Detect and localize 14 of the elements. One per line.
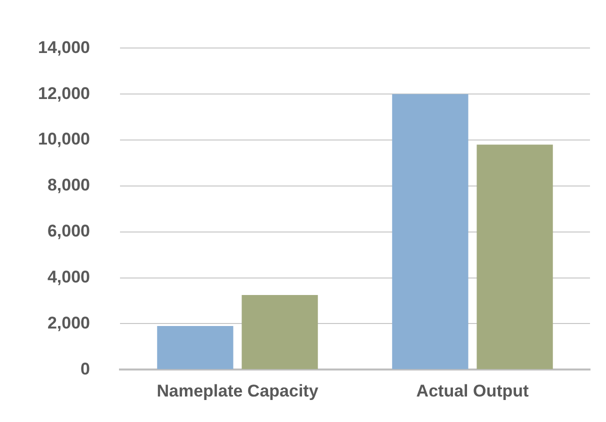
bar	[476, 144, 553, 370]
y-tick-label: 8,000	[47, 176, 90, 195]
y-tick-label: 2,000	[47, 313, 90, 332]
bar	[157, 326, 234, 370]
y-tick-label: 10,000	[38, 130, 90, 149]
bar	[392, 94, 468, 370]
x-tick-label: Actual Output	[416, 381, 530, 400]
y-tick-label: 0	[80, 359, 90, 378]
bar	[242, 294, 318, 370]
y-tick-label: 14,000	[38, 38, 90, 57]
y-tick-label: 6,000	[47, 222, 90, 241]
y-tick-label: 4,000	[47, 267, 90, 286]
x-tick-label: Nameplate Capacity	[156, 381, 319, 400]
y-tick-label: 12,000	[38, 84, 90, 103]
